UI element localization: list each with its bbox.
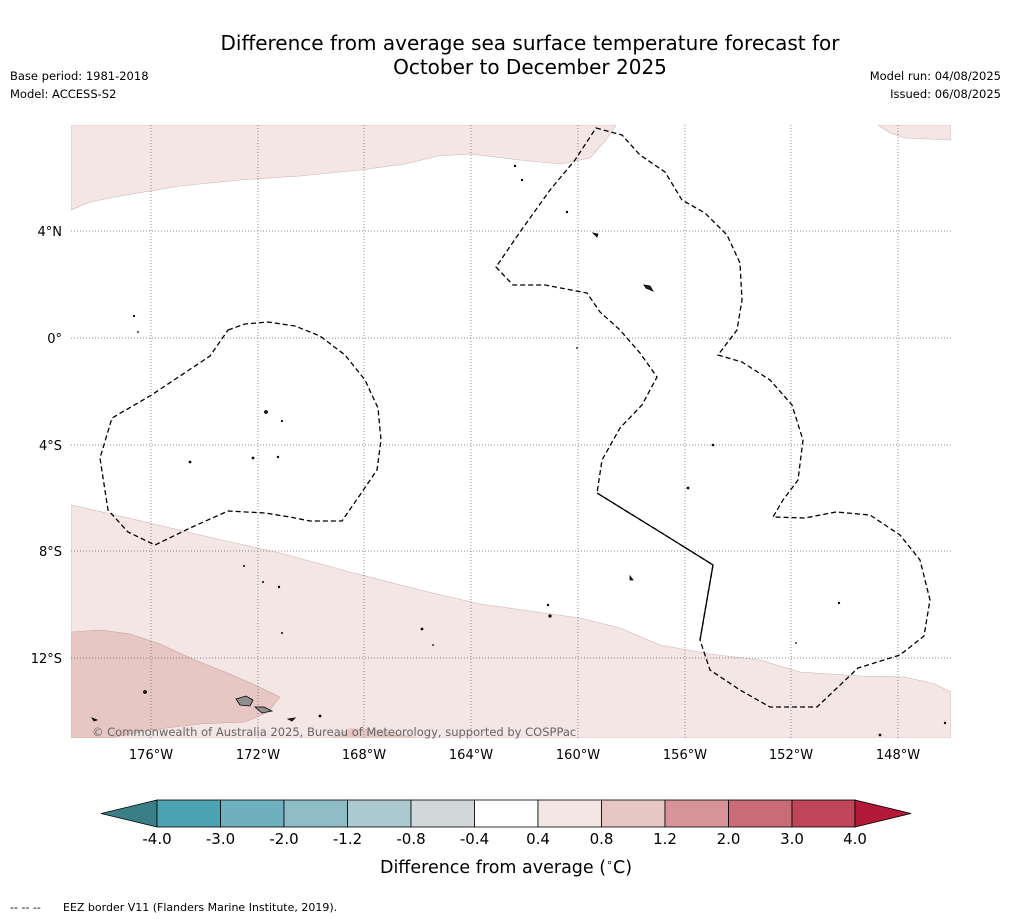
model-run-date: Model run: 04/08/2025: [869, 69, 1001, 83]
eez-legend-dash: -- -- --: [10, 901, 41, 914]
samoa-island-tutuila: [253, 706, 274, 714]
colorbar-tick: -4.0: [142, 830, 171, 848]
colorbar-tick: 2.0: [717, 830, 741, 848]
colorbar-tick: -0.4: [460, 830, 489, 848]
colorbar-tick: -3.0: [206, 830, 235, 848]
map-panel: [71, 125, 951, 738]
colorbar-swatch-7: [537, 799, 602, 828]
colorbar-tick: 0.8: [590, 830, 614, 848]
colorbar-swatch-11: [791, 799, 856, 828]
lon-label-168w: 168°W: [342, 748, 386, 763]
colorbar-swatch-8: [601, 799, 666, 828]
copyright-notice: © Commonwealth of Australia 2025, Bureau…: [92, 725, 576, 739]
lat-label-4s: 4°S: [39, 439, 62, 454]
warm-anomaly-north-band: [71, 125, 617, 211]
colorbar-title-unit: C): [613, 858, 632, 878]
colorbar-title: Difference from average (∘C): [380, 856, 632, 878]
lat-label-12s: 12°S: [31, 652, 62, 667]
warm-anomaly-northeast-corner: [877, 125, 951, 141]
colorbar-swatch-6: [474, 799, 539, 828]
colorbar-tick-labels: -4.0 -3.0 -2.0 -1.2 -0.8 -0.4 0.4 0.8 1.…: [142, 830, 867, 848]
samoa-island-upolu: [235, 695, 254, 707]
warm-anomaly-southwest-patch: [71, 629, 281, 738]
issued-date: Issued: 06/08/2025: [890, 87, 1001, 101]
warm-anomaly-bottom-patch: [330, 728, 420, 738]
latitude-labels: 4°N 0° 4°S 8°S 12°S: [31, 225, 62, 667]
model-name: Model: ACCESS-S2: [10, 87, 117, 101]
lon-label-164w: 164°W: [449, 748, 493, 763]
colorbar-extend-low: [100, 799, 158, 828]
colorbar-tick: 4.0: [843, 830, 867, 848]
islands: [90, 164, 947, 737]
colorbar-swatch-10: [728, 799, 793, 828]
lon-label-152w: 152°W: [769, 748, 813, 763]
lon-label-172w: 172°W: [236, 748, 280, 763]
eez-border-kiribati-west: [99, 321, 382, 546]
warm-anomaly-south-band: [71, 504, 951, 738]
lat-label-4n: 4°N: [38, 225, 63, 240]
title-line-1: Difference from average sea surface temp…: [220, 31, 840, 55]
colorbar-swatch-9: [664, 799, 729, 828]
colorbar-tick: -2.0: [269, 830, 298, 848]
colorbar-swatch-5: [410, 799, 475, 828]
colorbar-extend-high: [854, 799, 912, 828]
footer-legend: -- -- -- EEZ border V11 (Flanders Marine…: [10, 901, 337, 914]
lon-label-176w: 176°W: [129, 748, 173, 763]
colorbar: -4.0 -3.0 -2.0 -1.2 -0.8 -0.4 0.4 0.8 1.…: [100, 799, 912, 878]
colorbar-swatch-2: [220, 799, 285, 828]
eez-border-solid-segment: [596, 492, 714, 641]
colorbar-swatch-3: [283, 799, 348, 828]
lon-label-148w: 148°W: [876, 748, 920, 763]
longitude-labels: 176°W 172°W 168°W 164°W 160°W 156°W 152°…: [129, 748, 920, 763]
colorbar-title-text: Difference from average (: [380, 858, 606, 878]
base-period: Base period: 1981-2018: [10, 69, 149, 83]
colorbar-tick: 1.2: [653, 830, 677, 848]
colorbar-tick: 0.4: [526, 830, 550, 848]
graticule: [71, 125, 951, 738]
eez-legend-text: EEZ border V11 (Flanders Marine Institut…: [63, 901, 337, 914]
lat-label-8s: 8°S: [39, 545, 62, 560]
colorbar-swatch-1: [156, 799, 221, 828]
lon-label-156w: 156°W: [663, 748, 707, 763]
colorbar-title-degree: ∘: [606, 856, 613, 869]
colorbar-tick: -0.8: [396, 830, 425, 848]
eez-border-line-islands: [495, 127, 931, 708]
lat-label-0: 0°: [47, 332, 62, 347]
colorbar-tick: 3.0: [780, 830, 804, 848]
metadata-right: Model run: 04/08/2025 Issued: 06/08/2025: [870, 67, 1001, 103]
eez-borders: [99, 127, 931, 708]
metadata-left: Base period: 1981-2018 Model: ACCESS-S2: [10, 67, 149, 103]
lon-label-160w: 160°W: [556, 748, 600, 763]
colorbar-tick: -1.2: [333, 830, 362, 848]
colorbar-swatch-4: [347, 799, 412, 828]
title-line-2: October to December 2025: [393, 55, 667, 79]
map-title: Difference from average sea surface temp…: [130, 31, 930, 79]
